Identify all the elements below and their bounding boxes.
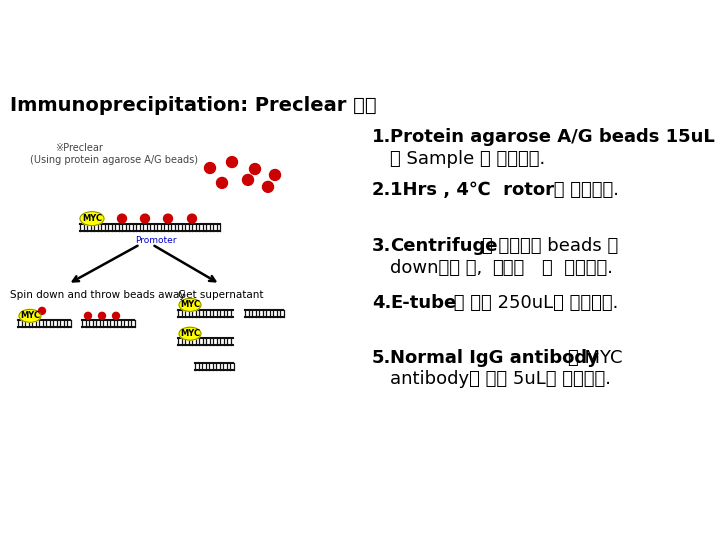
Circle shape [227, 157, 238, 167]
Text: down시킨 후,: down시킨 후, [390, 259, 488, 277]
Text: 5.: 5. [372, 348, 392, 367]
Circle shape [187, 214, 197, 223]
Text: MYC: MYC [180, 329, 200, 338]
Circle shape [38, 307, 45, 314]
Text: 4.: 4. [372, 294, 392, 312]
Text: 와 MYC: 와 MYC [568, 348, 623, 367]
Text: 상층액: 상층액 [492, 259, 524, 277]
Text: 에 올려둔다.: 에 올려둔다. [548, 181, 619, 199]
Text: 을  얻어낸다.: 을 얻어낸다. [542, 259, 613, 277]
Circle shape [99, 312, 106, 319]
Text: ※Preclear: ※Preclear [55, 143, 103, 153]
Circle shape [204, 163, 215, 173]
Text: Centrifuge: Centrifuge [390, 238, 498, 255]
Text: 를 이용하여 beads 를: 를 이용하여 beads 를 [482, 238, 618, 255]
Circle shape [163, 214, 173, 223]
Circle shape [140, 214, 150, 223]
Text: 를 Sample 에 넣어준다.: 를 Sample 에 넣어준다. [390, 150, 545, 168]
Text: 3.: 3. [372, 238, 392, 255]
Text: Promoter: Promoter [135, 237, 176, 246]
Text: MYC: MYC [82, 214, 102, 223]
Circle shape [112, 312, 120, 319]
Text: Protein agarose A/G beads 15uL: Protein agarose A/G beads 15uL [390, 129, 715, 146]
Circle shape [84, 312, 91, 319]
Circle shape [243, 174, 253, 185]
Text: Spin down and throw beads away: Spin down and throw beads away [10, 290, 186, 300]
Ellipse shape [80, 212, 104, 226]
Text: antibody를 각각 5uL씩 넣어준다.: antibody를 각각 5uL씩 넣어준다. [390, 370, 611, 388]
Text: 2.: 2. [372, 181, 392, 199]
Text: (Using protein agarose A/G beads): (Using protein agarose A/G beads) [30, 155, 198, 165]
Text: Get supernatant: Get supernatant [178, 290, 264, 300]
Text: 실험 방법: 실험 방법 [302, 21, 418, 63]
Ellipse shape [19, 309, 41, 322]
Circle shape [117, 214, 127, 223]
Text: MYC: MYC [20, 312, 40, 320]
Circle shape [269, 170, 281, 180]
Text: E-tube: E-tube [390, 294, 456, 312]
Text: 1.: 1. [372, 129, 392, 146]
Text: 1Hrs , 4℃  rotor: 1Hrs , 4℃ rotor [390, 181, 554, 199]
Text: Immunoprecipitation: Preclear 과정: Immunoprecipitation: Preclear 과정 [10, 96, 377, 114]
Circle shape [250, 164, 261, 174]
Ellipse shape [179, 327, 201, 340]
Text: Normal IgG antibody: Normal IgG antibody [390, 348, 599, 367]
Circle shape [217, 178, 228, 188]
Text: MYC: MYC [180, 300, 200, 309]
Ellipse shape [179, 299, 201, 312]
Circle shape [263, 181, 274, 192]
Text: 에 각각 250uL씩 나눠준다.: 에 각각 250uL씩 나눠준다. [448, 294, 618, 312]
